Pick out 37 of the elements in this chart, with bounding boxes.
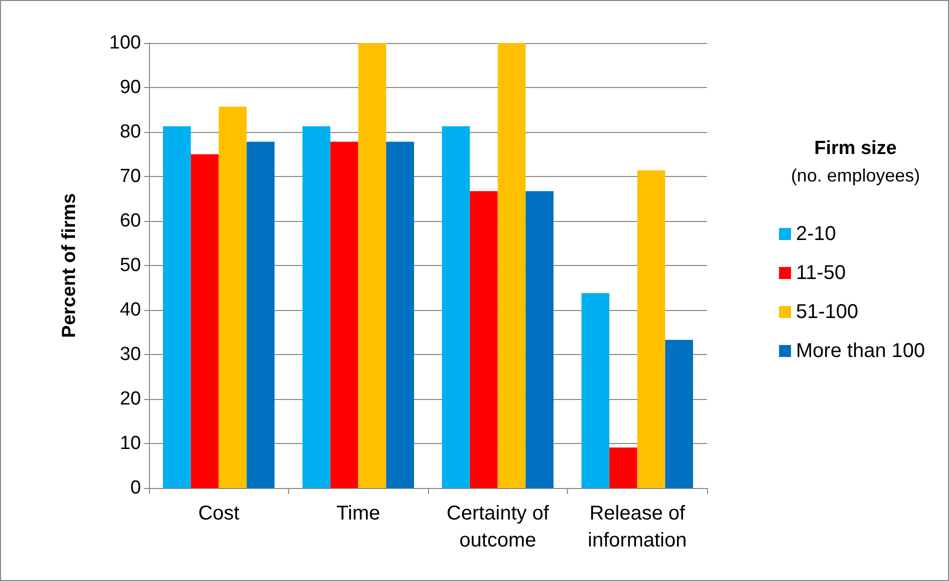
bar [470,191,498,488]
legend-title: Firm size (no. employees) [790,138,920,186]
bar [498,43,526,488]
bar [386,142,414,488]
bar [358,43,386,488]
bar [302,126,330,488]
y-tick-label: 90 [120,77,141,98]
legend-label: 11-50 [796,262,846,284]
legend-label: 51-100 [796,301,858,323]
bar [190,154,219,488]
bar [442,126,470,488]
y-tick-label: 60 [120,210,141,232]
y-tick-label: 0 [130,478,141,498]
y-tick-label: 40 [120,300,141,320]
bar [609,448,638,488]
x-tick-label: Release of information [588,502,687,552]
x-tick-label: Time [336,502,380,524]
legend-label: 2-10 [796,223,836,245]
y-tick-label: 10 [120,433,141,454]
bar [162,126,191,488]
x-tick-label: Cost [198,502,240,524]
legend-label: More than 100 [796,340,926,362]
y-tick-label: 100 [109,32,141,54]
bar [330,142,358,488]
bar [665,340,694,488]
y-tick-label: 20 [120,388,141,410]
y-axis-title: Percent of firms [59,193,80,338]
y-tick-label: 30 [120,344,141,365]
bar [581,293,610,488]
y-tick-label: 70 [120,166,141,187]
bar [218,106,247,488]
bar [246,142,275,488]
bar [637,170,666,488]
bar [526,191,554,488]
x-tick-label: Certainty of outcome [446,502,550,552]
y-tick-label: 50 [120,255,141,276]
y-tick-label: 80 [120,122,141,142]
